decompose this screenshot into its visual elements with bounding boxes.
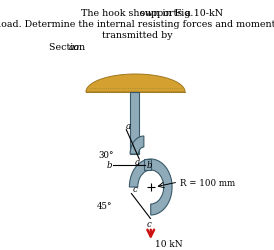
Text: The hook shown in Fig.: The hook shown in Fig. [81, 9, 193, 18]
Text: a: a [135, 157, 140, 166]
Bar [130, 93, 139, 154]
Text: 10 kN: 10 kN [155, 240, 182, 248]
Polygon shape [86, 75, 185, 93]
Text: aa.: aa. [69, 43, 83, 52]
Text: c: c [132, 184, 137, 193]
Text: load. Determine the internal resisting forces and moment: load. Determine the internal resisting f… [0, 20, 274, 29]
Text: 45°: 45° [96, 202, 112, 211]
Wedge shape [130, 136, 144, 154]
Text: a: a [126, 121, 131, 130]
Text: b: b [107, 161, 113, 170]
Text: c: c [146, 219, 151, 228]
Text: 30°: 30° [99, 150, 114, 159]
Text: b: b [146, 161, 152, 170]
Text: supports a 10-kN: supports a 10-kN [50, 9, 224, 18]
Text: Section: Section [49, 43, 89, 52]
Text: R = 100 mm: R = 100 mm [181, 178, 236, 187]
Bar [144, 159, 151, 170]
Text: transmitted by: transmitted by [102, 31, 172, 40]
Wedge shape [129, 159, 172, 215]
